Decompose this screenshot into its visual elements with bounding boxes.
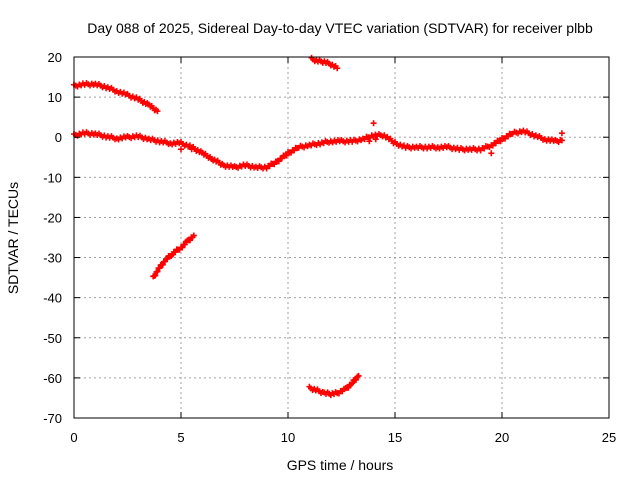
y-axis-label: SDTVAR / TECUs bbox=[5, 182, 21, 294]
arc-3-point bbox=[334, 65, 341, 72]
arc-2-point bbox=[159, 261, 166, 268]
chart-title: Day 088 of 2025, Sidereal Day-to-day VTE… bbox=[87, 20, 593, 36]
main-track-point bbox=[283, 152, 290, 159]
arc-4-point bbox=[349, 380, 356, 387]
arc-4-point bbox=[353, 376, 360, 383]
main-track-point bbox=[558, 137, 565, 144]
arc-2-point bbox=[179, 244, 186, 251]
x-tick-label: 10 bbox=[281, 430, 295, 445]
y-tick-label: 20 bbox=[48, 50, 62, 65]
outliers-point bbox=[488, 150, 495, 157]
grid bbox=[74, 57, 609, 418]
y-tick-label: -30 bbox=[43, 251, 62, 266]
y-tick-label: -10 bbox=[43, 170, 62, 185]
arc-4-point bbox=[345, 384, 352, 391]
y-tick-label: 10 bbox=[48, 90, 62, 105]
data-points bbox=[71, 54, 565, 399]
tick-labels: 0 5 10 15 20 25 20 10 0 -10 -20 -30 -40 -50 -60 -70 bbox=[43, 50, 616, 445]
arc-2-point bbox=[154, 268, 161, 275]
plot-frame bbox=[73, 56, 610, 419]
x-axis-label: GPS time / hours bbox=[287, 457, 394, 473]
y-tick-label: -60 bbox=[43, 371, 62, 386]
arc-1-point bbox=[154, 108, 161, 115]
arc-2-point bbox=[164, 255, 171, 262]
arc-2-point bbox=[152, 272, 159, 279]
x-tick-label: 25 bbox=[602, 430, 616, 445]
arc-4-point bbox=[355, 372, 362, 379]
y-tick-label: 0 bbox=[55, 130, 62, 145]
x-tick-label: 5 bbox=[177, 430, 184, 445]
y-tick-label: -20 bbox=[43, 210, 62, 225]
outliers-point bbox=[188, 146, 195, 153]
y-tick-label: -40 bbox=[43, 291, 62, 306]
arc-2-point bbox=[181, 241, 188, 248]
y-tick-label: -70 bbox=[43, 411, 62, 426]
y-tick-label: -50 bbox=[43, 331, 62, 346]
x-tick-label: 15 bbox=[388, 430, 402, 445]
outliers-point bbox=[558, 130, 565, 137]
outliers-point bbox=[178, 146, 184, 153]
arc-2-point bbox=[186, 237, 193, 244]
x-tick-label: 20 bbox=[495, 430, 509, 445]
x-tick-label: 0 bbox=[70, 430, 77, 445]
outliers-point bbox=[366, 138, 373, 145]
axis-ticks bbox=[73, 56, 610, 419]
arc-2-point bbox=[190, 232, 197, 239]
arc-2-point bbox=[156, 265, 163, 272]
outliers-point bbox=[372, 136, 379, 143]
outliers-point bbox=[370, 120, 377, 127]
main-track-point bbox=[497, 138, 504, 145]
